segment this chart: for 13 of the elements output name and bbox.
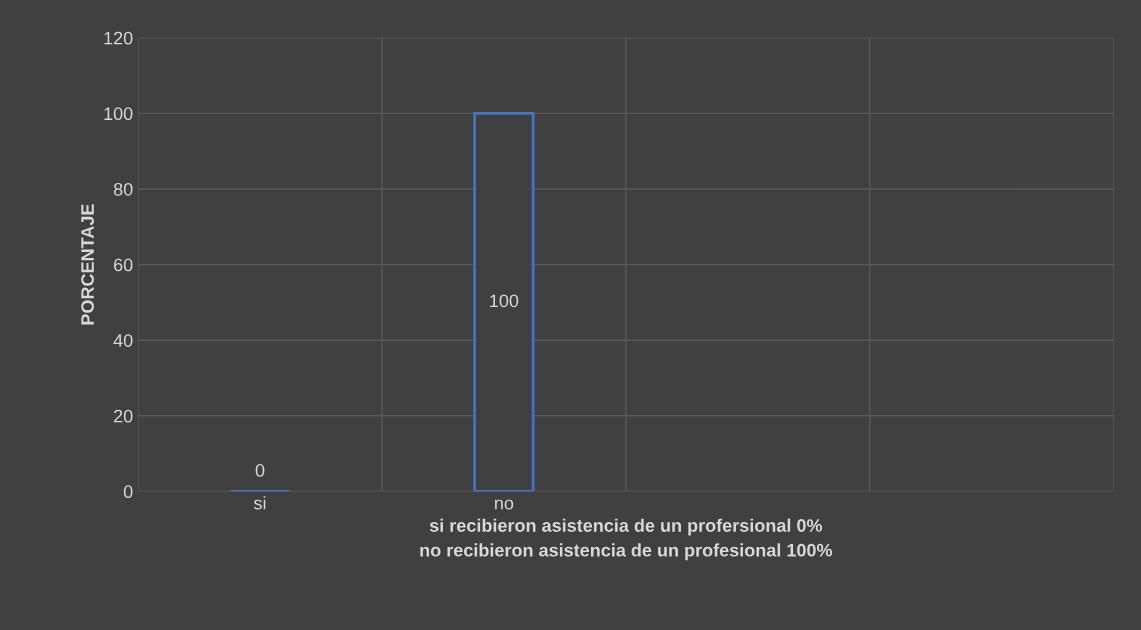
y-tick-label: 80 [113, 182, 133, 196]
x-tick-label: no [495, 499, 514, 510]
data-label: 100 [490, 294, 519, 308]
y-tick-label: 0 [123, 485, 133, 499]
y-tick-label: 60 [114, 258, 133, 272]
y-tick-label: 120 [104, 31, 133, 45]
y-tick-label: 100 [104, 107, 133, 121]
y-tick-label: 40 [113, 334, 133, 347]
x-tick-label: si [253, 496, 266, 510]
data-label: 0 [255, 464, 265, 477]
y-tick-label: 20 [114, 409, 133, 423]
y-axis-title: PORCENTAJE [81, 204, 94, 325]
x-axis-title: si recibieron asistencia de un profersional 0% no recibieron asistencia de un profesional 100% [420, 518, 833, 561]
